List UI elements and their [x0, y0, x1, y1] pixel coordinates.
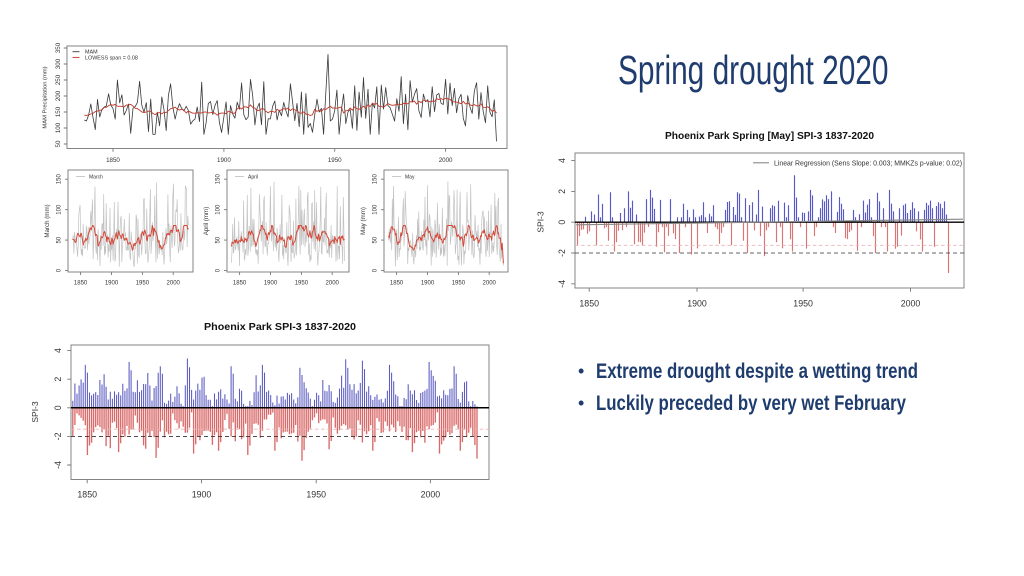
svg-text:1850: 1850: [233, 281, 247, 287]
svg-text:0: 0: [557, 220, 567, 225]
svg-text:200: 200: [55, 90, 62, 101]
svg-text:-4: -4: [557, 280, 567, 288]
svg-text:1950: 1950: [136, 281, 150, 287]
svg-text:May: May: [405, 174, 415, 180]
svg-text:100: 100: [57, 204, 63, 215]
svg-text:150: 150: [55, 106, 62, 117]
svg-text:MAM: MAM: [85, 50, 98, 56]
svg-text:0: 0: [373, 268, 379, 272]
svg-text:LOWESS span = 0.08: LOWESS span = 0.08: [85, 55, 138, 61]
svg-text:150: 150: [216, 174, 222, 185]
svg-text:SPI-3: SPI-3: [536, 211, 546, 233]
svg-text:SPI-3: SPI-3: [30, 401, 40, 423]
svg-text:0: 0: [216, 268, 222, 272]
svg-text:100: 100: [55, 122, 62, 133]
svg-text:250: 250: [55, 74, 62, 85]
svg-text:4: 4: [53, 348, 63, 353]
svg-text:-2: -2: [557, 249, 567, 257]
svg-text:2000: 2000: [901, 299, 921, 309]
svg-text:1850: 1850: [106, 157, 120, 164]
svg-text:50: 50: [216, 236, 222, 243]
svg-text:2: 2: [557, 189, 567, 194]
svg-text:MAM Precipitation (mm): MAM Precipitation (mm): [43, 66, 49, 128]
svg-text:2000: 2000: [326, 281, 340, 287]
svg-text:-4: -4: [53, 461, 63, 469]
svg-text:1950: 1950: [306, 490, 326, 500]
svg-text:March (mm): March (mm): [44, 204, 51, 237]
svg-text:1950: 1950: [793, 299, 813, 309]
svg-text:April (mm): April (mm): [203, 207, 210, 236]
svg-text:March: March: [89, 174, 103, 180]
svg-text:Phoenix Park Spring [May] SPI-: Phoenix Park Spring [May] SPI-3 1837-202…: [665, 130, 874, 142]
svg-text:100: 100: [373, 204, 379, 215]
svg-text:0: 0: [53, 405, 63, 410]
svg-text:4: 4: [557, 158, 567, 163]
svg-text:1900: 1900: [264, 281, 278, 287]
svg-text:50: 50: [373, 236, 379, 243]
svg-text:150: 150: [57, 174, 63, 185]
svg-text:100: 100: [216, 204, 222, 215]
svg-text:0: 0: [57, 268, 63, 272]
svg-text:1950: 1950: [295, 281, 309, 287]
svg-text:2000: 2000: [439, 157, 453, 164]
svg-text:1850: 1850: [77, 490, 97, 500]
svg-text:1900: 1900: [687, 299, 707, 309]
svg-text:1900: 1900: [192, 490, 212, 500]
svg-text:50: 50: [57, 236, 63, 243]
svg-text:2000: 2000: [167, 281, 181, 287]
svg-text:2: 2: [53, 377, 63, 382]
svg-text:350: 350: [55, 42, 62, 53]
svg-text:1850: 1850: [579, 299, 599, 309]
svg-text:-2: -2: [53, 432, 63, 440]
svg-text:1900: 1900: [217, 157, 231, 164]
svg-text:2000: 2000: [421, 490, 441, 500]
svg-text:2000: 2000: [483, 281, 497, 287]
svg-text:1850: 1850: [74, 281, 88, 287]
svg-text:Phoenix Park SPI-3 1837-2020: Phoenix Park SPI-3 1837-2020: [204, 321, 356, 333]
svg-text:April: April: [248, 174, 258, 180]
svg-text:300: 300: [55, 58, 62, 69]
svg-text:1850: 1850: [390, 281, 404, 287]
svg-text:1950: 1950: [328, 157, 342, 164]
svg-text:1900: 1900: [105, 281, 119, 287]
svg-text:May (mm): May (mm): [360, 207, 367, 235]
svg-text:1900: 1900: [421, 281, 435, 287]
svg-text:1950: 1950: [452, 281, 466, 287]
svg-text:50: 50: [55, 140, 62, 147]
svg-text:Linear Regression (Sens Slope:: Linear Regression (Sens Slope: 0.003; MM…: [774, 160, 962, 167]
svg-text:150: 150: [373, 174, 379, 185]
